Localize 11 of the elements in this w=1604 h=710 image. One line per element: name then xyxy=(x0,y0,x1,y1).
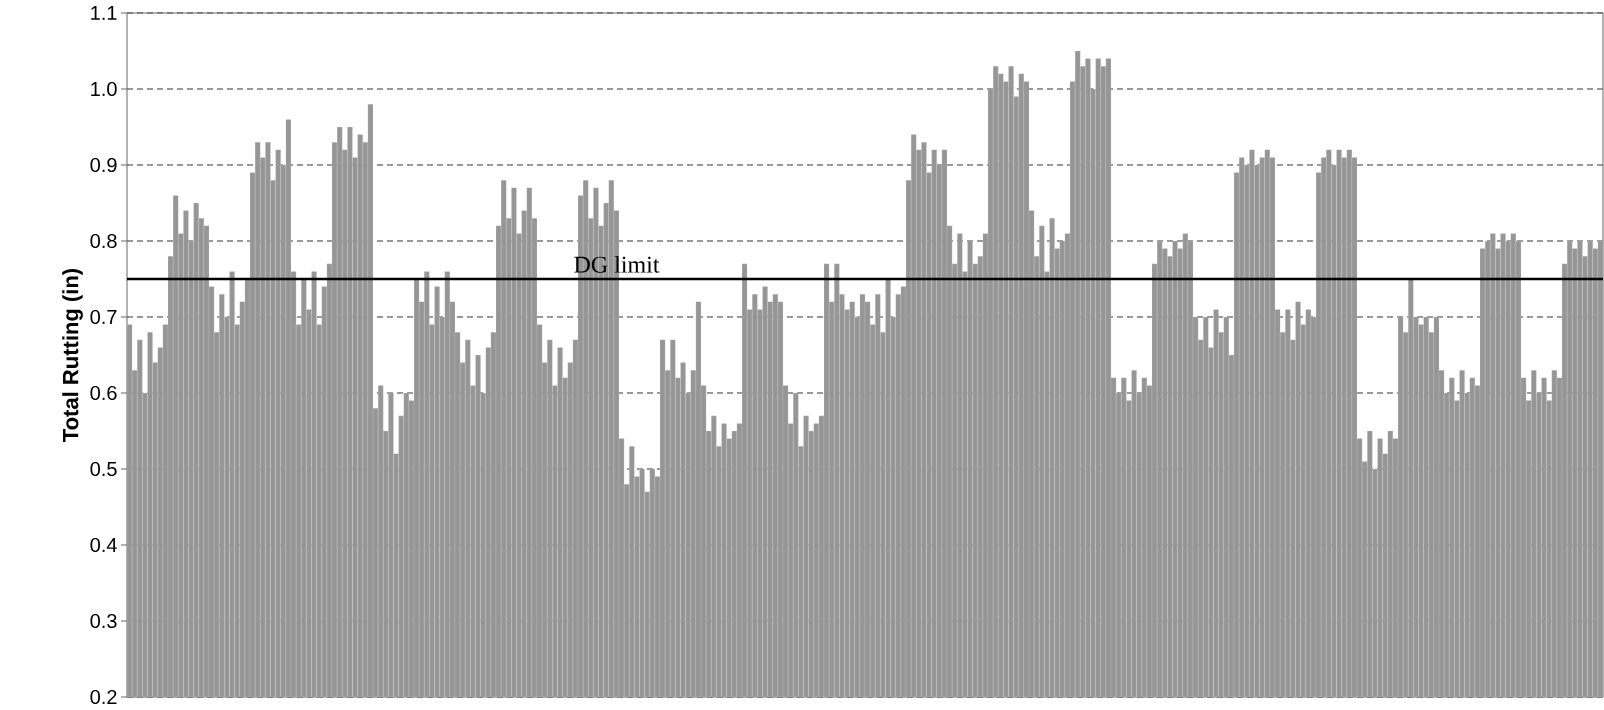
y-tick-label: 0.3 xyxy=(90,613,117,629)
y-tick-label: 0.8 xyxy=(90,233,117,249)
y-tick-label: 1.1 xyxy=(91,6,117,20)
y-tick-label: 0.5 xyxy=(90,461,117,477)
y-tick-label: 0.2 xyxy=(90,689,117,705)
y-tick-label: 0.9 xyxy=(90,157,117,173)
y-tick-label: 0.7 xyxy=(90,309,117,325)
y-tick-label: 1.0 xyxy=(91,81,117,97)
y-tick-label: 0.4 xyxy=(90,537,117,553)
y-tick-label: 0.6 xyxy=(90,385,117,401)
y-axis-title: Total Rutting (in) xyxy=(62,268,83,442)
